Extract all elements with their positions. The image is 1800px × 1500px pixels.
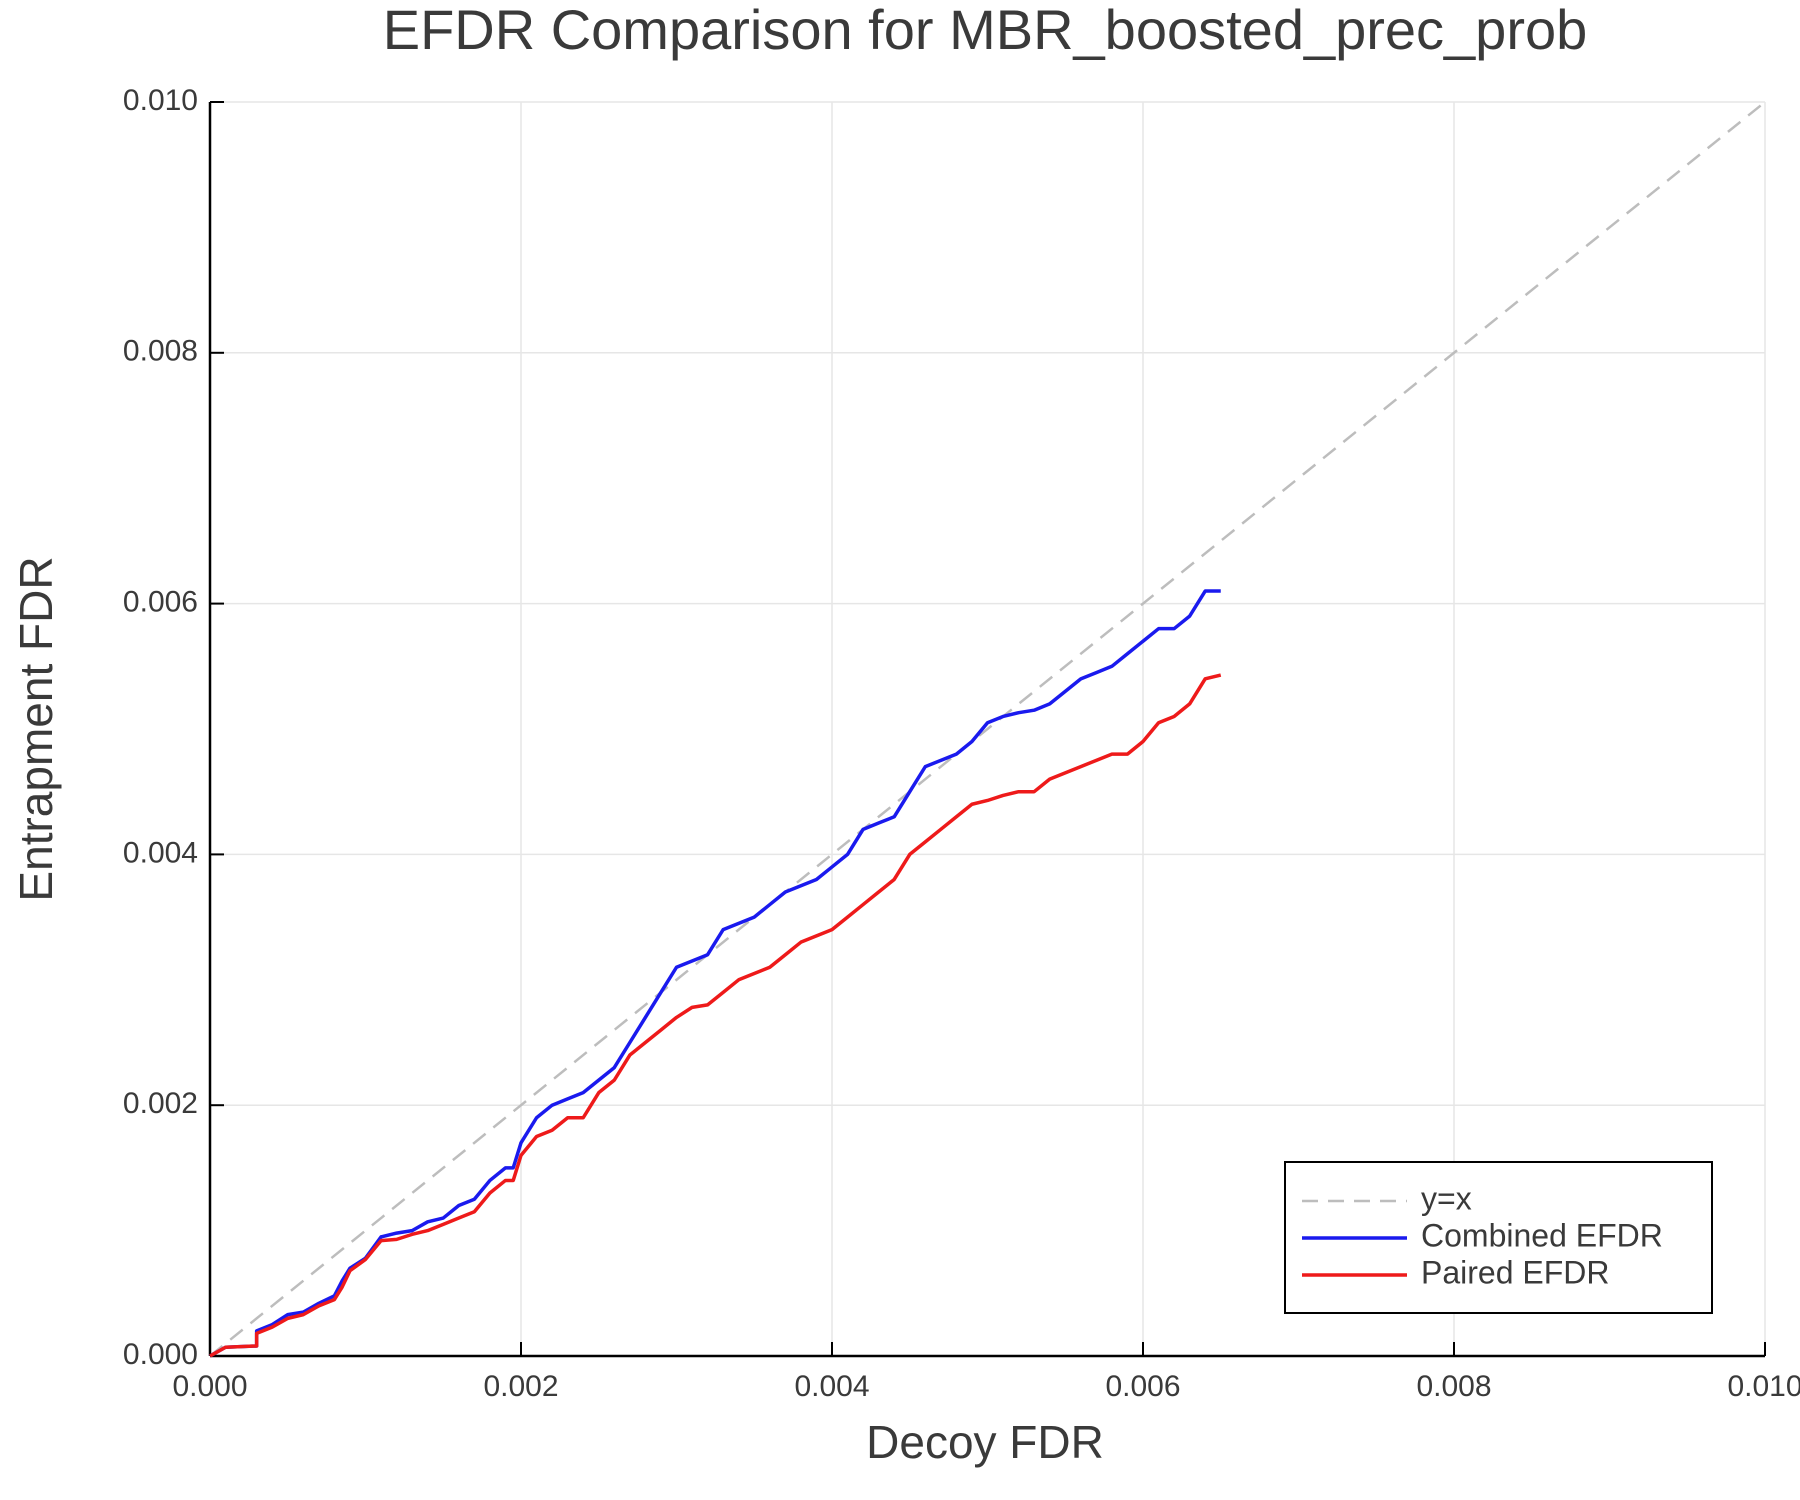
x-tick-label: 0.006 <box>1105 1370 1180 1403</box>
series-line <box>209 101 1766 1357</box>
x-tick-label: 0.004 <box>794 1370 869 1403</box>
legend-label: Combined EFDR <box>1421 1217 1663 1253</box>
y-tick-label: 0.008 <box>123 335 198 368</box>
x-axis-label: Decoy FDR <box>866 1416 1104 1468</box>
y-axis-label: Entrapment FDR <box>10 556 62 901</box>
x-tick-label: 0.000 <box>172 1370 247 1403</box>
legend-label: Paired EFDR <box>1421 1254 1610 1290</box>
y-tick-label: 0.000 <box>123 1338 198 1371</box>
legend-label: y=x <box>1421 1180 1472 1216</box>
y-tick-label: 0.002 <box>123 1087 198 1120</box>
x-tick-label: 0.008 <box>1416 1370 1491 1403</box>
y-tick-label: 0.010 <box>123 84 198 117</box>
x-tick-label: 0.002 <box>483 1370 558 1403</box>
y-tick-label: 0.006 <box>123 586 198 619</box>
x-tick-label: 0.010 <box>1727 1370 1800 1403</box>
series-line <box>209 589 1221 1358</box>
chart-title: EFDR Comparison for MBR_boosted_prec_pro… <box>383 0 1588 61</box>
y-tick-label: 0.004 <box>123 836 198 869</box>
series-line <box>209 673 1222 1358</box>
